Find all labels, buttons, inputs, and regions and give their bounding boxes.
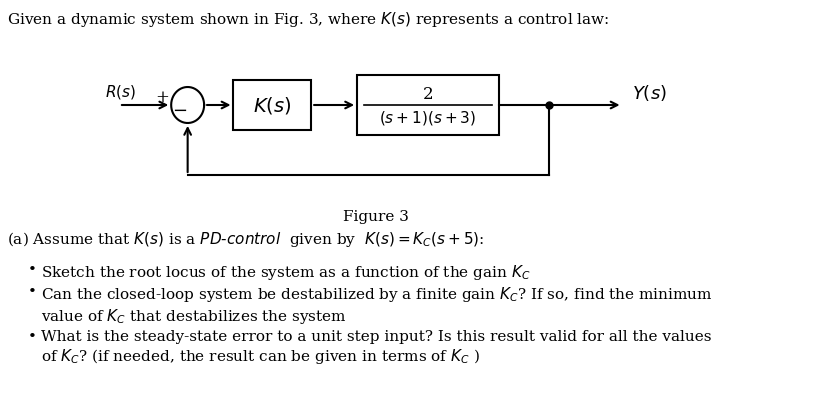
- Text: •: •: [27, 285, 36, 299]
- Bar: [357, 75, 499, 135]
- Text: Given a dynamic system shown in Fig. 3, where $K(s)$ represents a control law:: Given a dynamic system shown in Fig. 3, …: [7, 10, 610, 29]
- Text: Can the closed-loop system be destabilized by a finite gain $K_C$? If so, find t: Can the closed-loop system be destabiliz…: [41, 285, 713, 326]
- Text: $(s+1)(s+3)$: $(s+1)(s+3)$: [380, 109, 477, 127]
- Text: $K(s)$: $K(s)$: [253, 94, 292, 115]
- Text: •: •: [27, 263, 36, 277]
- Text: −: −: [172, 102, 187, 120]
- Text: Sketch the root locus of the system as a function of the gain $K_C$: Sketch the root locus of the system as a…: [41, 263, 531, 282]
- Bar: [233, 80, 312, 130]
- Text: What is the steady-state error to a unit step input? Is this result valid for al: What is the steady-state error to a unit…: [41, 330, 712, 366]
- Text: $Y(s)$: $Y(s)$: [631, 83, 667, 103]
- Text: (a) Assume that $K(s)$ is a $\mathit{PD\text{-}control}$  given by  $K(s)= K_C(s: (a) Assume that $K(s)$ is a $\mathit{PD\…: [7, 230, 485, 249]
- Text: 2: 2: [423, 86, 433, 103]
- Text: +: +: [155, 89, 169, 106]
- Text: $R(s)$: $R(s)$: [105, 83, 136, 101]
- Text: •: •: [27, 330, 36, 344]
- Text: Figure 3: Figure 3: [344, 210, 409, 224]
